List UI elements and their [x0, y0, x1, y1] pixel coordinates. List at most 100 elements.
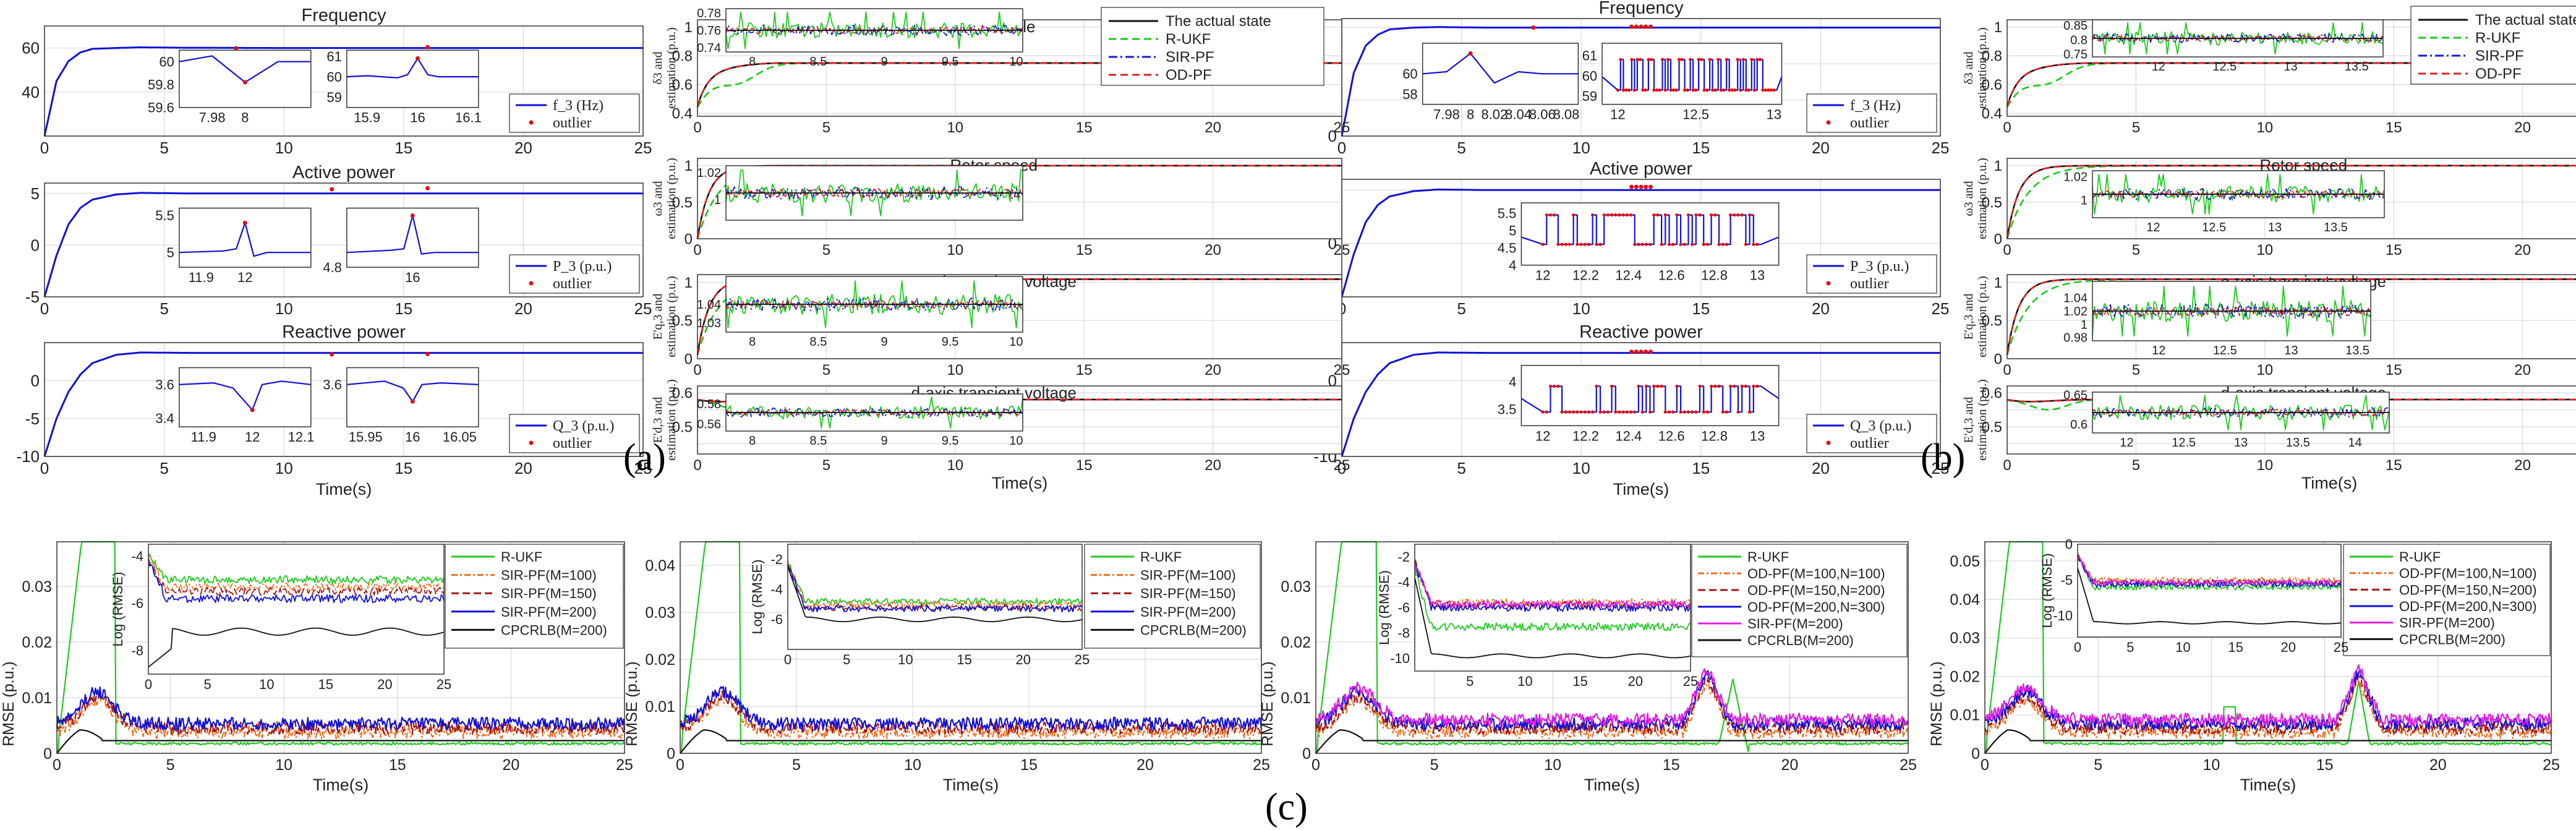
- inset-rmse-line: [1414, 577, 1691, 659]
- inset-outlier-point: [1640, 242, 1644, 246]
- x-tick-label: 13.5: [2324, 221, 2348, 234]
- x-tick-label: 20: [514, 459, 532, 477]
- legend-label: OD-PF(M=150,N=200): [2399, 582, 2537, 597]
- inset-rmse-line: [1414, 558, 1691, 610]
- x-tick-label: 7.98: [1433, 107, 1460, 122]
- x-tick-label: 12: [1535, 268, 1550, 283]
- inset-outlier-point: [1713, 384, 1717, 388]
- y-tick-label: 0: [1994, 351, 2002, 367]
- axes-frame: [680, 541, 1262, 754]
- x-axis-label: Time(s): [992, 474, 1047, 492]
- inset-outlier-point: [1711, 88, 1715, 92]
- axes-frame: [44, 25, 644, 137]
- inset-outlier-point: [1587, 242, 1591, 246]
- inset-chart: 7.98 8 59.6 59.8 60: [148, 49, 312, 126]
- y-tick-label: -4: [770, 582, 783, 597]
- inset-outlier-point: [1744, 242, 1747, 246]
- inset-outlier-point: [1548, 213, 1553, 217]
- y-tick-label: 0.5: [672, 194, 693, 211]
- chart-title: Frequency: [301, 6, 386, 25]
- x-tick-label: 20: [1205, 362, 1221, 379]
- inset-outlier-point: [1671, 88, 1676, 92]
- y-tick-label: 0.01: [22, 690, 52, 707]
- y-tick-label: 0: [1328, 371, 1337, 390]
- x-tick-label: 15: [1076, 457, 1093, 474]
- inset-outlier-point: [1545, 213, 1548, 217]
- y-tick-label: 0: [1328, 127, 1337, 145]
- y-tick-label: 40: [22, 83, 40, 101]
- x-tick-label: 20: [1812, 459, 1830, 477]
- panel-label-a: (a): [623, 437, 666, 479]
- y-axis-label-group: E'd,3 and estimation (p.u.): [1962, 379, 1989, 461]
- legend-label: P_3 (p.u.): [553, 259, 612, 275]
- x-tick-label: 5: [2094, 756, 2102, 774]
- x-tick-label: 12.2: [1572, 428, 1599, 443]
- y-axis-label: estimation (p.u.): [665, 379, 678, 461]
- x-tick-label: 9.5: [942, 55, 959, 69]
- y-axis-label: δ3 and: [1962, 51, 1976, 84]
- y-axis-label: RMSE (p.u.): [1928, 661, 1945, 747]
- inset-outlier-point: [1621, 410, 1625, 414]
- inset-outlier-point: [1686, 88, 1689, 92]
- axes-frame: [346, 207, 479, 268]
- y-axis-label: E'd,3 and: [651, 397, 665, 443]
- series-line-od-pf: [2006, 62, 2576, 107]
- y-axis-label: RMSE (p.u.): [623, 661, 641, 747]
- x-tick-label: 5: [2132, 457, 2140, 474]
- x-tick-label: 13.5: [2345, 60, 2369, 74]
- rmse-line: [1984, 664, 2553, 727]
- x-tick-label: 10: [947, 242, 963, 259]
- x-tick-label: 8: [1467, 107, 1474, 122]
- inset-chart: 8 8.5 9 9.5 10 0.56 0.58: [697, 393, 1023, 448]
- rmse-line: [1316, 541, 1909, 755]
- x-tick-label: 5: [1457, 139, 1465, 157]
- y-axis-label: δ3 and: [651, 51, 665, 84]
- x-tick-label: 12: [1610, 107, 1625, 122]
- y-tick-label: 1.02: [2063, 171, 2088, 184]
- outlier-point: [1639, 24, 1644, 29]
- inset-outlier-point: [1591, 410, 1595, 414]
- inset-outlier-point: [1694, 410, 1698, 414]
- y-tick-label: 59: [326, 90, 341, 105]
- plot-area: [179, 367, 311, 427]
- inset-outlier-point: [1652, 213, 1656, 217]
- legend-label: The actual state: [2475, 12, 2576, 28]
- inset-outlier-point: [1636, 58, 1639, 61]
- y-tick-label: 0.78: [697, 7, 721, 20]
- x-tick-label: 20: [2514, 457, 2531, 474]
- inset-outlier-point: [1663, 213, 1667, 217]
- inset-outlier-point: [410, 213, 415, 218]
- y-tick-label: 1.02: [2063, 305, 2088, 319]
- x-tick-label: 0: [1981, 756, 1989, 774]
- inset-rmse-line: [787, 561, 1083, 605]
- outlier-point: [330, 352, 335, 357]
- inset-outlier-point: [1618, 410, 1621, 414]
- chart-title: Frequency: [1598, 0, 1684, 18]
- inset-outlier-point: [1671, 242, 1675, 246]
- chart-title: Reactive power: [282, 322, 406, 342]
- outlier-point: [1639, 349, 1644, 354]
- y-tick-label: 0.01: [645, 698, 675, 716]
- rmse-line: [680, 541, 1262, 755]
- x-tick-label: 25: [1932, 299, 1950, 318]
- y-tick-label: 1: [685, 275, 693, 291]
- x-tick-label: 10: [2256, 457, 2273, 474]
- x-tick-label: 8.04: [1505, 107, 1532, 122]
- inset-outlier-point: [1730, 88, 1734, 92]
- x-axis-label: Time(s): [1584, 776, 1640, 794]
- inset-outlier-point: [1624, 88, 1628, 92]
- x-tick-label: 8.5: [809, 335, 827, 349]
- legend-label: outlier: [1850, 115, 1889, 131]
- x-tick-label: 25: [1932, 139, 1950, 157]
- x-tick-label: 12.8: [1701, 268, 1728, 283]
- x-tick-label: 20: [2429, 756, 2447, 774]
- inset-rmse-line: [148, 558, 445, 596]
- y-tick-label: 4: [1509, 257, 1516, 273]
- inset-outlier-point: [1468, 51, 1473, 56]
- axes-frame: [1422, 43, 1579, 105]
- inset-outlier-point: [1710, 384, 1713, 388]
- y-tick-label: 60: [22, 39, 40, 58]
- inset-outlier-point: [1767, 88, 1770, 92]
- axes-frame: [697, 385, 1342, 455]
- x-tick-label: 0: [1337, 459, 1346, 477]
